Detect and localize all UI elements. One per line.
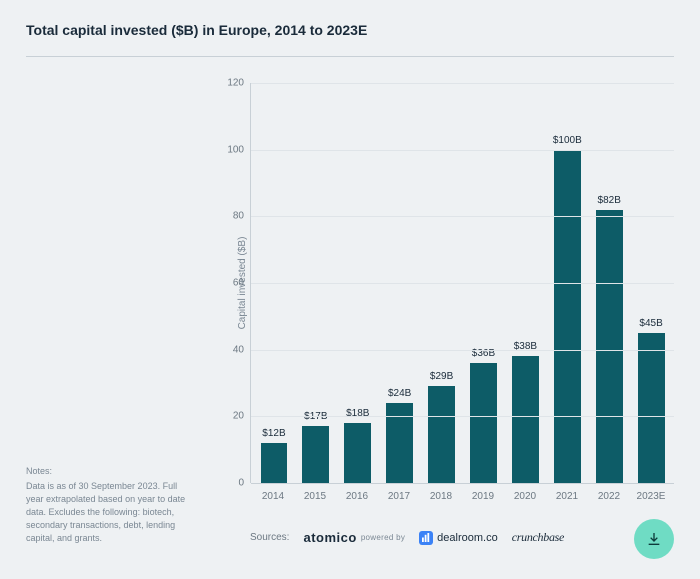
notes-heading: Notes:: [26, 465, 186, 478]
x-tick: 2022: [588, 491, 630, 502]
x-tick: 2018: [420, 491, 462, 502]
bar-value-label: $38B: [514, 341, 537, 352]
bar: $45B: [638, 333, 665, 483]
bar: $18B: [344, 423, 371, 483]
x-tick: 2021: [546, 491, 588, 502]
plot-area: $12B $17B $18B $24B $29B $36B $38B $100B $82B $45…: [250, 83, 674, 483]
grid-line: [251, 483, 674, 484]
x-tick: 2019: [462, 491, 504, 502]
main-row: Notes: Data is as of 30 September 2023. …: [26, 83, 674, 545]
chart-area: Capital invested ($B) 020406080100120 $1…: [202, 83, 674, 483]
y-tick: 100: [227, 144, 244, 155]
bar: $24B: [386, 403, 413, 483]
x-axis: 2014201520162017201820192020202120222023…: [250, 483, 674, 502]
notes-body: Data is as of 30 September 2023. Full ye…: [26, 480, 186, 545]
grid-line: [251, 350, 674, 351]
bar: $82B: [596, 210, 623, 483]
y-tick: 20: [233, 411, 244, 422]
y-tick: 0: [238, 478, 244, 489]
x-tick: 2016: [336, 491, 378, 502]
bar-value-label: $29B: [430, 371, 453, 382]
grid-line: [251, 283, 674, 284]
bar: $36B: [470, 363, 497, 483]
bar-value-label: $45B: [639, 318, 662, 329]
notes-block: Notes: Data is as of 30 September 2023. …: [26, 465, 186, 545]
bar-value-label: $12B: [262, 428, 285, 439]
y-tick: 40: [233, 344, 244, 355]
dealroom-label: dealroom.co: [437, 532, 498, 544]
bar-value-label: $24B: [388, 388, 411, 399]
x-tick: 2015: [294, 491, 336, 502]
sources-row: Sources: atomico powered by dealroom.co …: [250, 530, 674, 545]
dealroom-icon: [419, 531, 433, 545]
bar: $38B: [512, 356, 539, 483]
bar: $12B: [261, 443, 288, 483]
bar-value-label: $100B: [553, 135, 582, 146]
y-tick: 80: [233, 211, 244, 222]
chart-column: Capital invested ($B) 020406080100120 $1…: [202, 83, 674, 545]
y-tick: 120: [227, 78, 244, 89]
divider: [26, 56, 674, 57]
x-tick: 2023E: [630, 491, 672, 502]
download-button[interactable]: [634, 519, 674, 559]
sources-label: Sources:: [250, 532, 289, 543]
chart-title: Total capital invested ($B) in Europe, 2…: [26, 22, 674, 38]
atomico-logo: atomico: [303, 530, 356, 545]
grid-line: [251, 216, 674, 217]
y-tick: 60: [233, 278, 244, 289]
grid-line: [251, 150, 674, 151]
bar: $29B: [428, 386, 455, 483]
bar-value-label: $82B: [598, 195, 621, 206]
bar: $17B: [302, 426, 329, 483]
y-axis: 020406080100120: [216, 83, 250, 483]
source-crunchbase: crunchbase: [512, 530, 564, 545]
bar-value-label: $18B: [346, 408, 369, 419]
download-icon: [646, 531, 662, 547]
bar: $100B: [554, 150, 581, 483]
grid-line: [251, 416, 674, 417]
source-atomico: atomico powered by: [303, 530, 405, 545]
source-dealroom: dealroom.co: [419, 531, 498, 545]
notes-column: Notes: Data is as of 30 September 2023. …: [26, 83, 186, 545]
x-tick: 2014: [252, 491, 294, 502]
powered-by-label: powered by: [361, 533, 405, 542]
x-tick: 2020: [504, 491, 546, 502]
x-tick: 2017: [378, 491, 420, 502]
grid-line: [251, 83, 674, 84]
